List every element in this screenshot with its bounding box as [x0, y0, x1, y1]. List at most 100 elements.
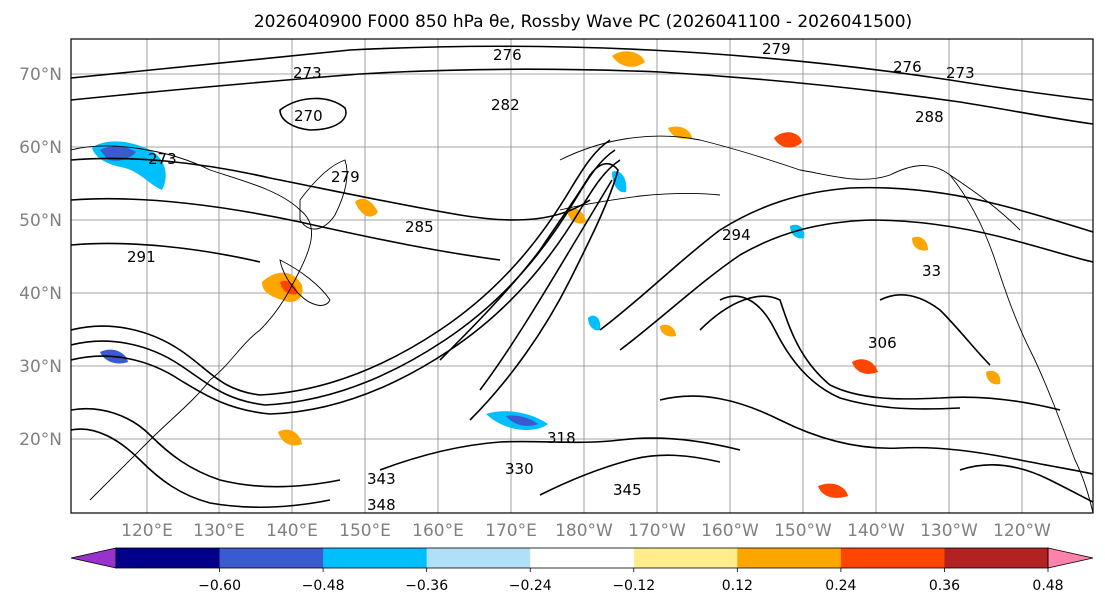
contour-label: 276 — [493, 46, 522, 64]
contour-label: 276 — [893, 58, 922, 76]
colorbar-segment — [323, 548, 428, 568]
contour-label: 273 — [293, 64, 322, 82]
positive-anomaly-patch — [774, 132, 802, 148]
coastline-alaska — [559, 135, 1021, 231]
colorbar-segment — [426, 548, 531, 568]
lon-label: 180°W — [555, 521, 613, 541]
positive-anomaly-patch — [852, 359, 878, 374]
contour-line — [879, 294, 991, 366]
colorbar-segment — [530, 548, 635, 568]
contour-line — [71, 159, 621, 415]
lat-label: 60°N — [19, 138, 62, 158]
positive-anomaly-patch — [818, 483, 848, 498]
lon-label: 140°W — [847, 521, 905, 541]
theta-e-contours — [71, 45, 1093, 509]
contour-label: 288 — [915, 108, 944, 126]
contour-line — [279, 97, 347, 131]
coastline-north-america — [949, 174, 1093, 513]
lon-label: 120°E — [121, 521, 173, 541]
plot-title: 2026040900 F000 850 hPa θe, Rossby Wave … — [254, 12, 912, 32]
colorbar-segment — [219, 548, 324, 568]
graticule — [71, 39, 1093, 513]
lon-label: 140°E — [266, 521, 318, 541]
contour-line — [699, 295, 1061, 411]
contour-label: 291 — [127, 248, 156, 266]
colorbar-segment — [840, 548, 945, 568]
contour-line — [71, 157, 591, 221]
contour-line — [719, 295, 961, 410]
contour-label: 270 — [294, 107, 323, 125]
colorbar-tick-label: 0.24 — [825, 578, 856, 594]
positive-anomaly-patch — [986, 370, 1001, 385]
contour-labels: 276 279 276 273 273 270 282 288 273 279 … — [127, 40, 975, 514]
longitude-labels: 120°E 130°E 140°E 150°E 160°E 170°E 180°W 170°W… — [121, 521, 1051, 541]
colorbar-tick-label: 0.48 — [1032, 578, 1063, 594]
colorbar-segment — [116, 548, 221, 568]
lat-label: 50°N — [19, 211, 62, 231]
lon-label: 150°E — [339, 521, 391, 541]
coastline-asia — [71, 145, 312, 501]
contour-label: 294 — [722, 226, 751, 244]
contour-line — [71, 149, 616, 406]
contour-label: 285 — [405, 218, 434, 236]
contour-label: 348 — [367, 496, 396, 514]
lon-label: 170°W — [628, 521, 686, 541]
colorbar-segment — [633, 548, 738, 568]
lat-label: 20°N — [19, 430, 62, 450]
colorbar-tick-label: −0.60 — [198, 578, 241, 594]
colorbar-tick-label: −0.36 — [405, 578, 448, 594]
coastline-japan — [279, 259, 331, 306]
latitude-labels: 70°N 60°N 50°N 40°N 30°N 20°N — [19, 65, 62, 450]
contour-line — [599, 186, 1093, 331]
positive-anomaly-patch — [355, 198, 378, 217]
colorbar-segment — [944, 548, 1049, 568]
contour-line — [71, 428, 331, 509]
contour-label: 273 — [946, 64, 975, 82]
colorbar-tick-label: −0.48 — [302, 578, 345, 594]
negative-anomaly-patch — [588, 315, 601, 331]
contour-label: 279 — [762, 40, 791, 58]
colorbar-lower-extension — [70, 547, 117, 569]
positive-anomaly-patch — [278, 429, 302, 446]
contour-line — [71, 68, 1093, 125]
colorbar-upper-extension — [1047, 547, 1094, 569]
contour-line — [539, 454, 721, 496]
lon-label: 160°E — [412, 521, 464, 541]
colorbar-tick-label: −0.24 — [509, 578, 552, 594]
positive-anomaly-patch — [912, 236, 928, 251]
colorbar-segment — [737, 548, 842, 568]
negative-anomaly-core — [506, 415, 538, 426]
contour-line — [71, 197, 501, 261]
lon-label: 160°W — [701, 521, 759, 541]
negative-anomaly-core — [100, 146, 136, 161]
contour-label: 330 — [505, 460, 534, 478]
colorbar-tick-label: 0.12 — [722, 578, 753, 594]
contour-label: 273 — [148, 150, 177, 168]
contour-line — [71, 407, 341, 488]
colorbar-tick-label: −0.12 — [612, 578, 655, 594]
lat-label: 40°N — [19, 284, 62, 304]
positive-anomaly-patch — [668, 126, 692, 139]
colorbar — [70, 547, 1094, 569]
map-background — [71, 39, 1093, 513]
lon-label: 130°E — [193, 521, 245, 541]
map-frame — [70, 38, 1094, 514]
contour-line — [479, 179, 613, 391]
lon-label: 170°E — [485, 521, 537, 541]
lat-label: 70°N — [19, 65, 62, 85]
lon-label: 150°W — [774, 521, 832, 541]
contour-label: 306 — [868, 334, 897, 352]
contour-line — [71, 45, 1093, 101]
contour-label: 318 — [547, 429, 576, 447]
contour-label: 282 — [491, 96, 520, 114]
contour-line — [439, 162, 619, 421]
contour-label: 279 — [331, 168, 360, 186]
contour-label: 33 — [922, 262, 941, 280]
contour-line — [659, 395, 1093, 475]
lon-label: 120°W — [993, 521, 1051, 541]
anomaly-shading — [92, 51, 1001, 498]
lon-label: 130°W — [920, 521, 978, 541]
contour-line — [959, 464, 1093, 503]
lat-label: 30°N — [19, 357, 62, 377]
